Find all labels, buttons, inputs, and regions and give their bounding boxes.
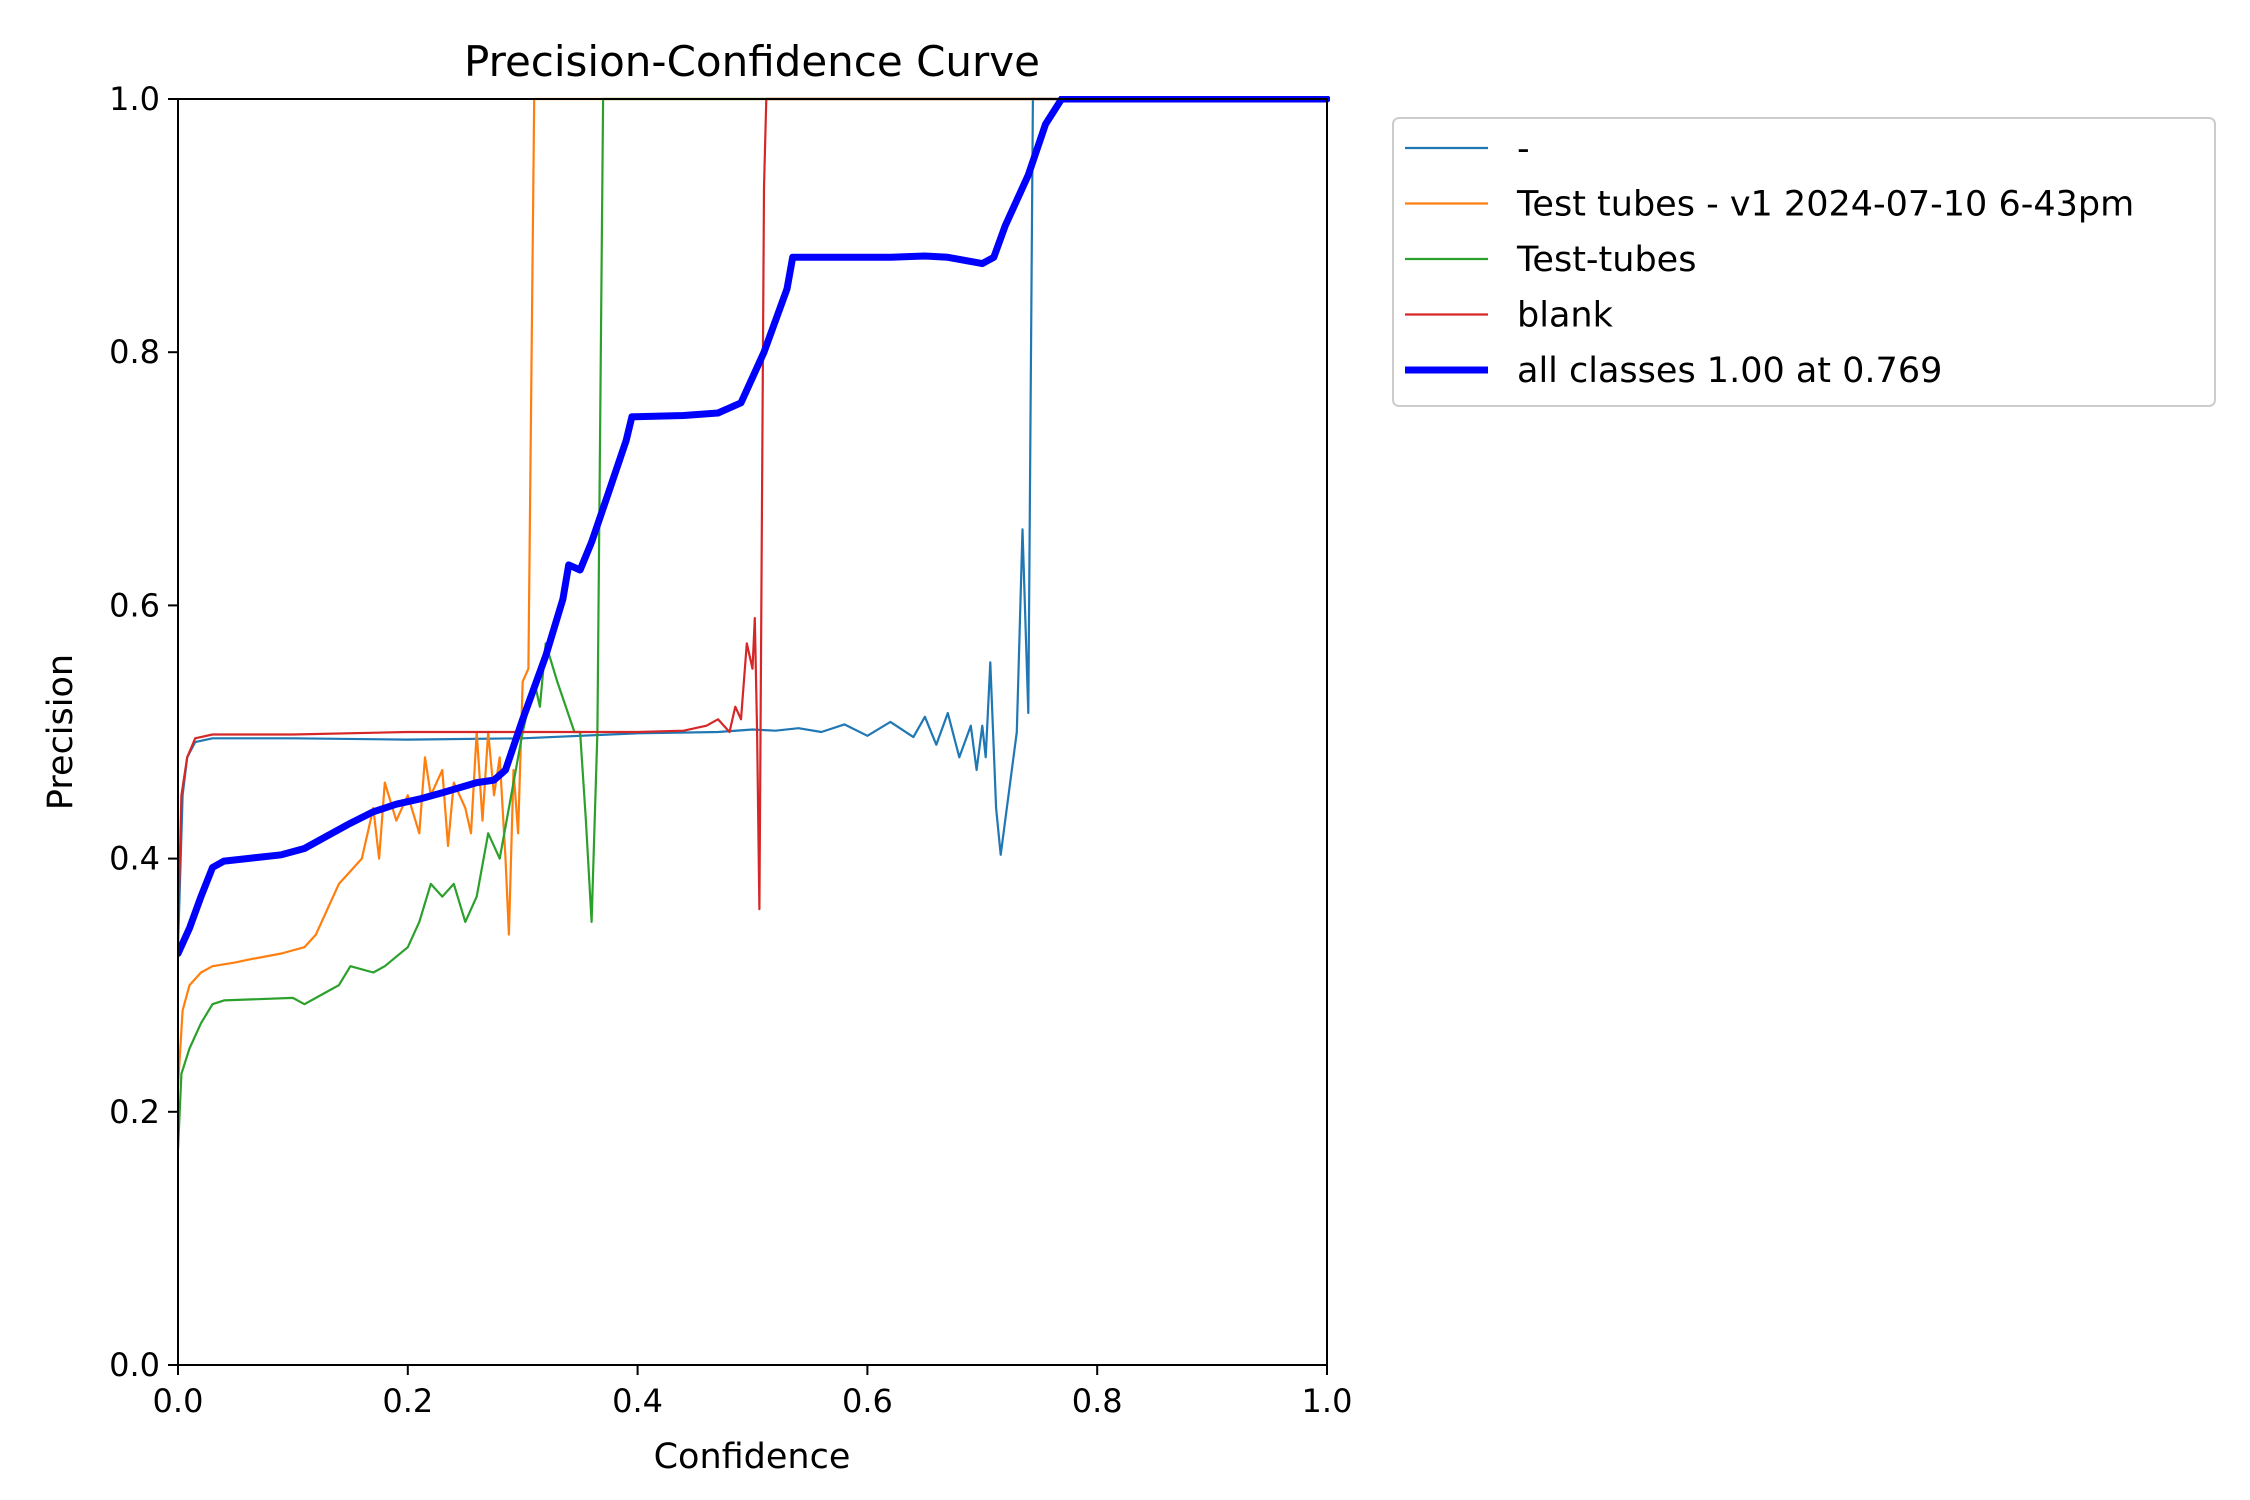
legend-label-0: - [1517, 129, 1530, 169]
x-tick-label: 1.0 [1302, 1382, 1353, 1420]
legend-label-2: Test-tubes [1516, 240, 1696, 280]
y-tick-label: 0.6 [109, 586, 160, 624]
legend-label-3: blank [1517, 296, 1614, 336]
y-tick-label: 0.4 [109, 840, 160, 878]
y-axis: 0.0 0.2 0.4 0.6 0.8 1.0 [109, 80, 178, 1384]
x-axis: 0.0 0.2 0.4 0.6 0.8 1.0 [153, 1365, 1353, 1420]
series-line-3 [178, 97, 1329, 936]
y-tick-label: 0.0 [109, 1346, 160, 1384]
x-tick-label: 0.6 [842, 1382, 893, 1420]
plot-area [178, 99, 1327, 1365]
y-tick-label: 0.2 [109, 1093, 160, 1131]
legend-frame [1392, 117, 2216, 407]
x-tick-label: 0.2 [382, 1382, 433, 1420]
x-axis-label: Confidence [654, 1437, 851, 1477]
x-tick-label: 0.0 [153, 1382, 204, 1420]
series-layer [178, 96, 1330, 1151]
y-tick-label: 1.0 [109, 80, 160, 118]
chart-title: Precision-Confidence Curve [464, 37, 1040, 86]
series-line-4 [178, 96, 1330, 957]
series-line-1 [178, 97, 1329, 1088]
x-tick-label: 0.4 [612, 1382, 663, 1420]
legend: - Test tubes - v1 2024-07-10 6-43pm Test-t… [1392, 117, 2216, 407]
x-tick-label: 0.8 [1072, 1382, 1123, 1420]
plot-frame [177, 98, 1328, 1366]
series-line-0 [178, 97, 1329, 949]
y-axis-label: Precision [41, 654, 81, 810]
y-tick-label: 0.8 [109, 333, 160, 371]
legend-label-1: Test tubes - v1 2024-07-10 6-43pm [1516, 185, 2134, 225]
legend-label-4: all classes 1.00 at 0.769 [1517, 351, 1942, 391]
